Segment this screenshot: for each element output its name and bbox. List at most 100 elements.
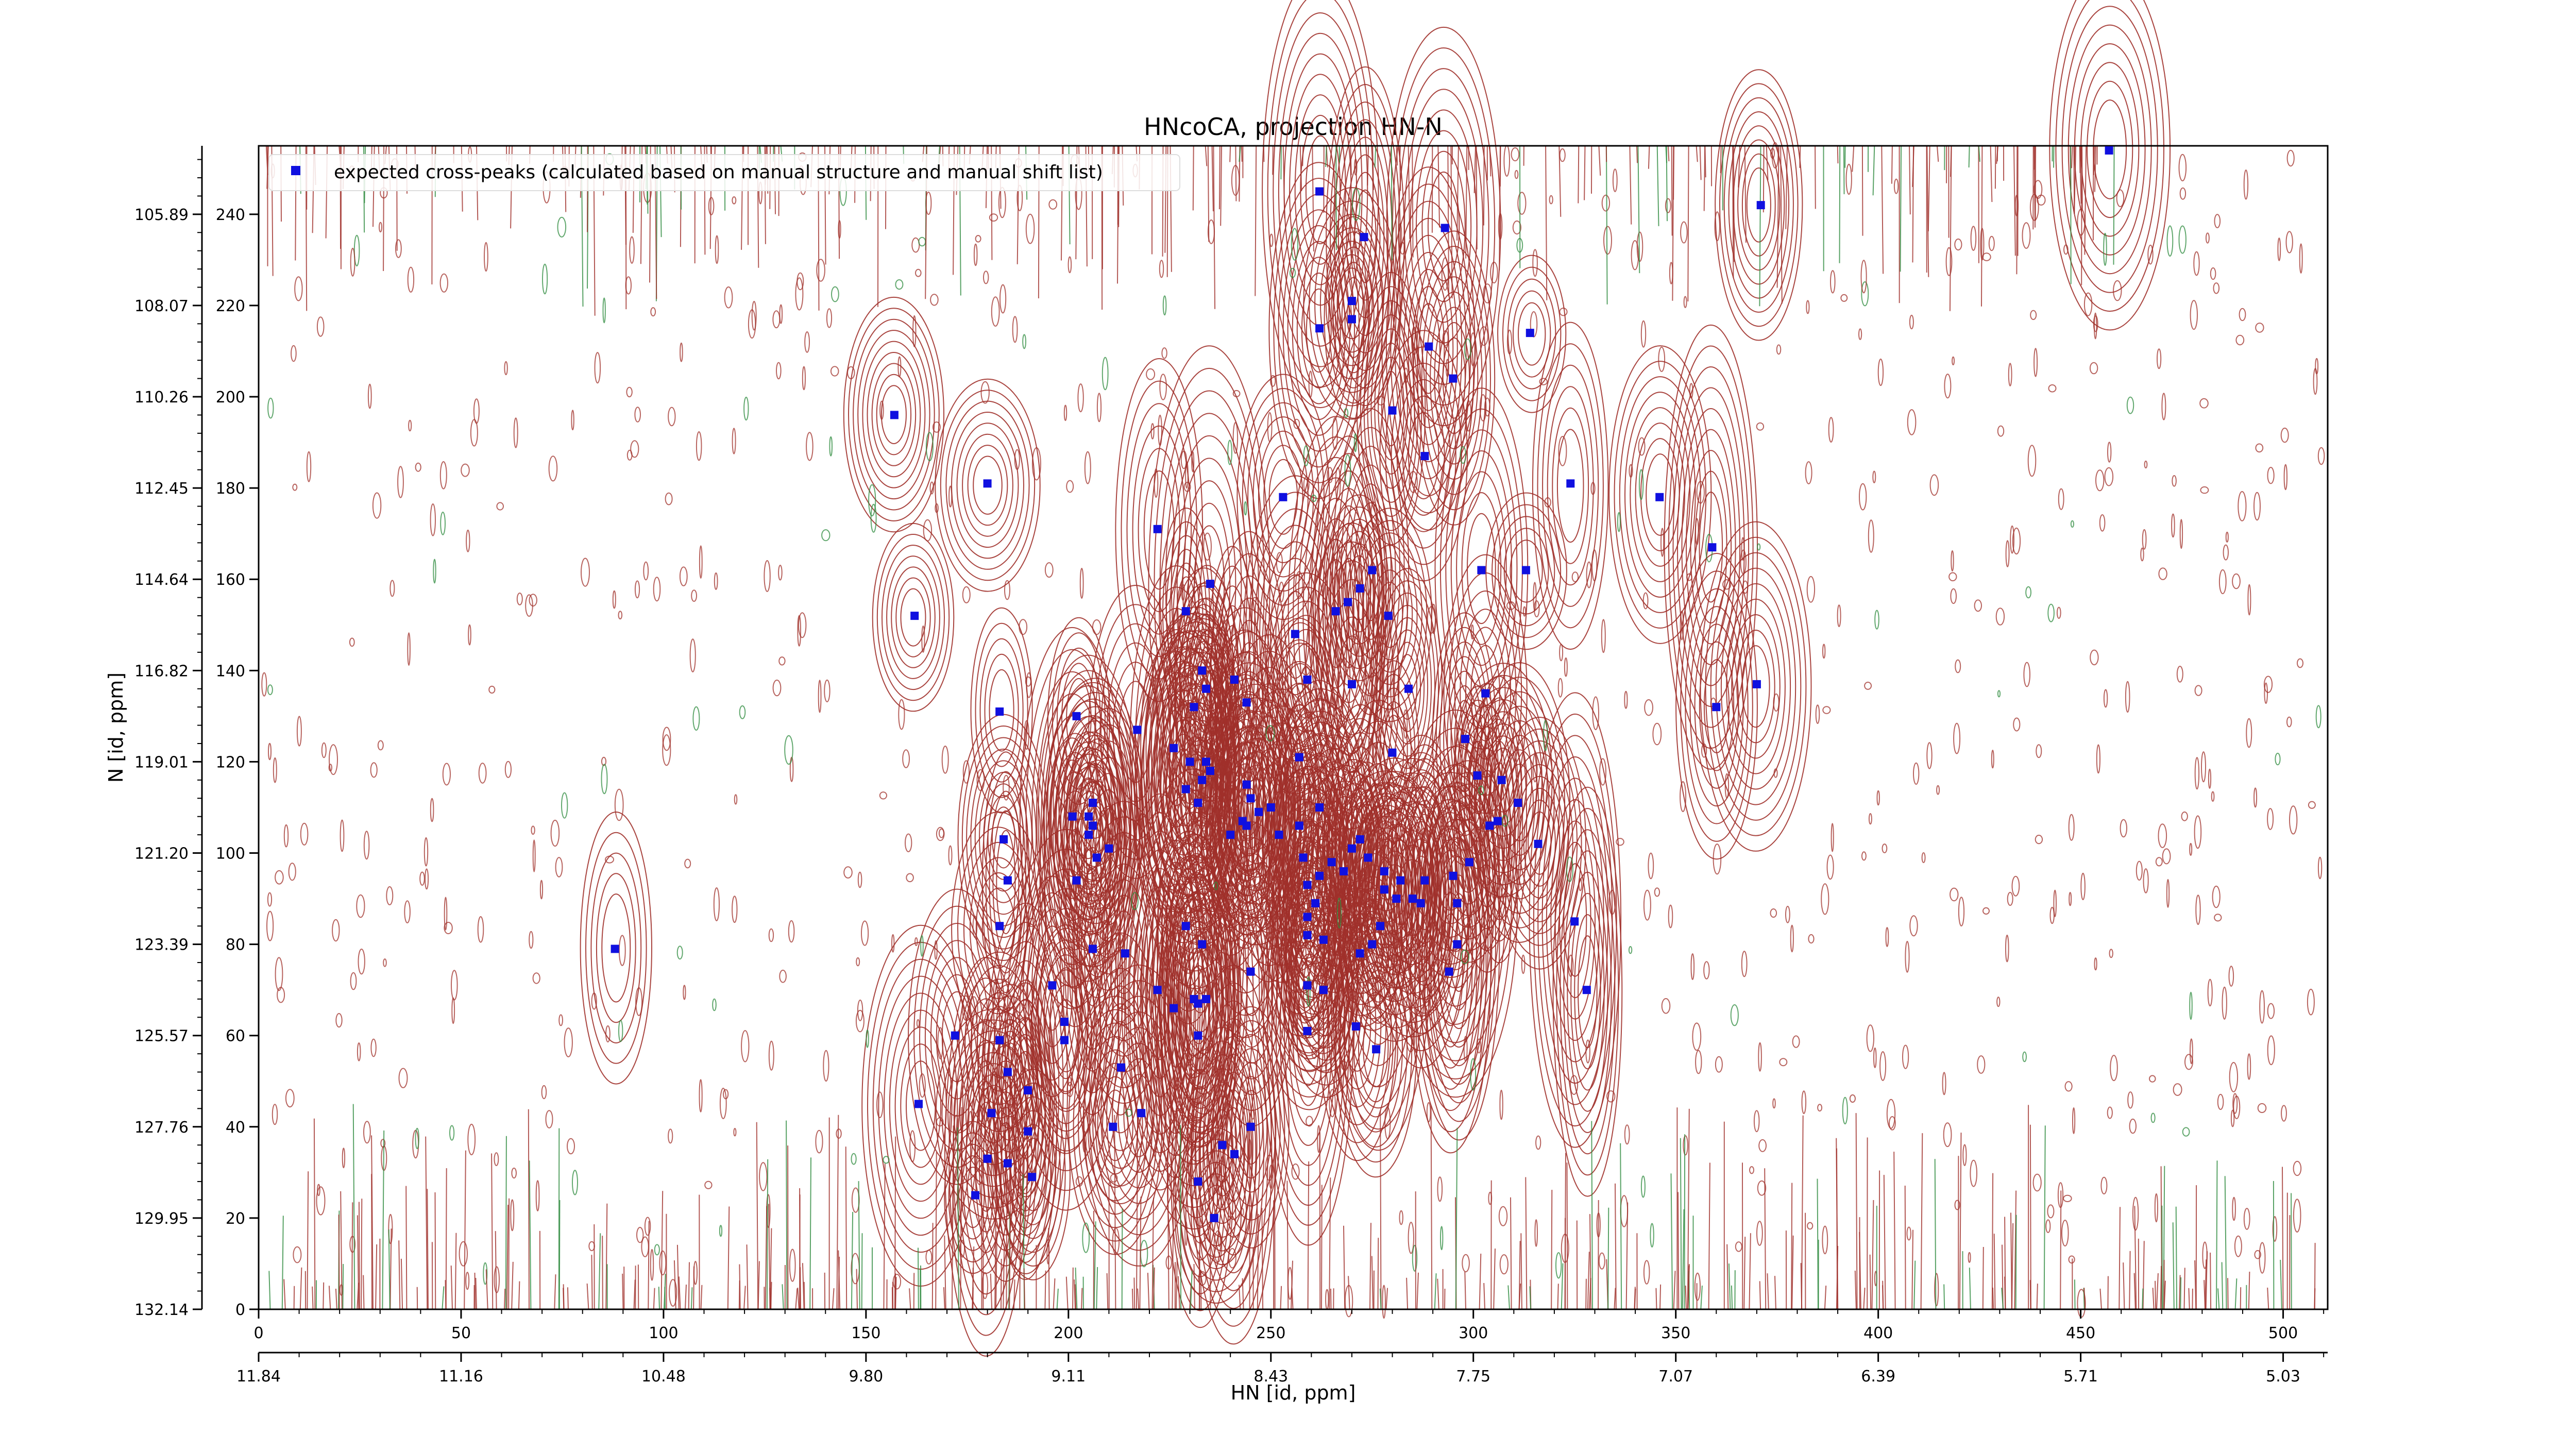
expected-peak-point <box>1048 981 1056 989</box>
expected-peak-point <box>1461 735 1469 743</box>
x-id-tick-label: 450 <box>2066 1324 2095 1342</box>
expected-peak-point <box>1004 1159 1012 1168</box>
expected-peak-point <box>971 1191 979 1200</box>
y-id-tick-label: 140 <box>216 662 245 680</box>
expected-peak-point <box>1514 799 1522 807</box>
expected-peak-point <box>1186 757 1194 766</box>
bottom-streak <box>1081 1288 1082 1309</box>
bottom-streak <box>2210 1253 2211 1309</box>
bottom-streak <box>2192 1289 2193 1309</box>
bottom-streak <box>739 1264 740 1309</box>
bottom-streak <box>361 1199 362 1309</box>
expected-peak-point <box>1319 936 1328 944</box>
y-ppm-tick-label: 105.89 <box>134 206 189 224</box>
top-streak <box>1302 146 1303 166</box>
expected-peak-point <box>1522 566 1530 575</box>
expected-peak-point <box>1315 872 1324 880</box>
expected-peak-point <box>1060 1036 1069 1044</box>
expected-peak-point <box>1388 407 1397 415</box>
expected-peak-point <box>611 945 619 953</box>
expected-peak-point <box>1303 881 1312 889</box>
expected-peak-point <box>1441 224 1449 232</box>
x-id-tick-label: 100 <box>649 1324 678 1342</box>
bottom-streak <box>2291 1193 2292 1310</box>
expected-peak-point <box>1190 703 1198 711</box>
bottom-streak <box>2030 1280 2031 1309</box>
expected-peak-point <box>1198 666 1206 674</box>
expected-peak-point <box>1210 1214 1218 1222</box>
y-ppm-tick-label: 121.20 <box>134 845 189 863</box>
expected-peak-point <box>1303 1027 1312 1035</box>
expected-peak-point <box>984 1155 992 1163</box>
x-id-tick-label: 250 <box>1256 1324 1285 1342</box>
expected-peak-point <box>1388 749 1397 757</box>
expected-peak-point <box>1315 803 1324 812</box>
bottom-streak <box>446 1168 447 1309</box>
expected-peak-point <box>1028 1173 1036 1181</box>
expected-peak-point <box>1206 580 1214 588</box>
expected-peak-point <box>988 1109 996 1117</box>
bottom-streak <box>1122 1208 1123 1309</box>
bottom-streak <box>363 1275 364 1309</box>
expected-peak-point <box>1319 986 1328 994</box>
bottom-streak <box>432 1242 433 1309</box>
y-ppm-tick-label: 116.82 <box>134 662 189 680</box>
expected-peak-point <box>1004 876 1012 885</box>
expected-peak-point <box>1364 853 1372 862</box>
expected-peak-point <box>1753 680 1761 688</box>
expected-peak-point <box>1073 712 1081 720</box>
bottom-streak <box>602 1236 603 1309</box>
expected-peak-point <box>1230 1150 1239 1158</box>
expected-peak-point <box>1315 188 1324 196</box>
top-streak <box>1584 146 1585 200</box>
y-ppm-tick-label: 125.57 <box>134 1027 189 1045</box>
bottom-streak <box>918 1248 919 1310</box>
bottom-streak <box>2142 1289 2143 1309</box>
expected-peak-point <box>1303 981 1312 989</box>
expected-peak-point <box>1194 1177 1202 1186</box>
expected-peak-point <box>1291 630 1299 638</box>
bottom-streak <box>648 1221 649 1309</box>
legend-marker <box>291 166 300 175</box>
expected-peak-point <box>1202 757 1210 766</box>
bottom-streak <box>2129 1251 2130 1309</box>
expected-peak-point <box>1194 1032 1202 1040</box>
bottom-streak <box>1132 1289 1133 1309</box>
bottom-streak <box>2180 1277 2181 1309</box>
expected-peak-point <box>1380 885 1388 893</box>
y-id-tick-label: 0 <box>235 1301 245 1319</box>
expected-peak-point <box>1247 968 1255 976</box>
expected-peak-point <box>1255 808 1263 816</box>
bottom-streak <box>591 1255 592 1309</box>
bottom-streak <box>294 1286 295 1309</box>
bottom-streak <box>1001 1259 1002 1309</box>
bottom-streak <box>435 1192 436 1309</box>
x-id-tick-label: 350 <box>1661 1324 1690 1342</box>
expected-peak-point <box>1303 676 1312 684</box>
y-id-tick-label: 180 <box>216 480 245 498</box>
expected-peak-point <box>951 1032 959 1040</box>
expected-peak-point <box>1206 767 1214 775</box>
expected-peak-point <box>914 1100 923 1108</box>
expected-peak-point <box>1356 835 1364 843</box>
expected-peak-point <box>1202 685 1210 693</box>
bottom-streak <box>1551 1190 1552 1309</box>
expected-peak-point <box>1409 895 1417 903</box>
y-id-tick-label: 100 <box>216 845 245 863</box>
expected-peak-point <box>1004 1068 1012 1076</box>
expected-peak-point <box>1708 543 1716 551</box>
expected-peak-point <box>1481 689 1489 698</box>
expected-peak-point <box>1194 1000 1202 1008</box>
top-streak <box>1578 146 1579 204</box>
bottom-streak <box>1048 1228 1049 1309</box>
expected-peak-point <box>1420 876 1429 885</box>
expected-peak-point <box>1182 922 1190 930</box>
y-axis-label: N [id, ppm] <box>105 672 127 783</box>
x-ppm-tick-label: 7.75 <box>1456 1368 1490 1386</box>
bottom-streak <box>2155 1281 2156 1309</box>
x-ppm-tick-label: 11.84 <box>236 1368 281 1386</box>
expected-peak-point <box>1477 566 1485 575</box>
legend: expected cross-peaks (calculated based o… <box>269 155 1180 191</box>
expected-peak-point <box>1404 685 1413 693</box>
expected-peak-point <box>1494 817 1502 825</box>
